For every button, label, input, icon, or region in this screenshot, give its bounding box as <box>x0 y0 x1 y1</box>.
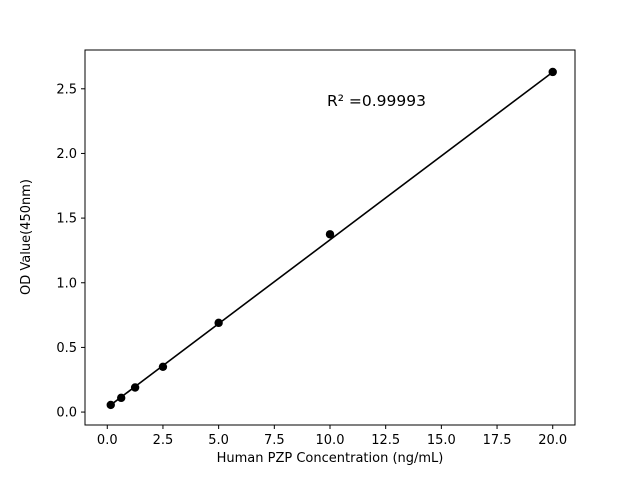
x-tick-label: 5.0 <box>208 433 229 448</box>
x-tick-label: 7.5 <box>264 433 285 448</box>
y-tick-label: 1.5 <box>56 212 77 227</box>
data-point <box>548 67 557 77</box>
x-tick-label: 2.5 <box>153 433 174 448</box>
x-tick-label: 0.0 <box>97 433 118 448</box>
data-point <box>106 400 115 410</box>
y-axis-label: OD Value(450nm) <box>19 179 34 295</box>
x-tick-label: 20.0 <box>538 433 567 448</box>
y-tick-label: 2.5 <box>56 82 77 97</box>
y-tick-label: 2.0 <box>56 147 77 162</box>
x-tick-label: 15.0 <box>427 433 456 448</box>
y-tick-label: 0.5 <box>56 341 77 356</box>
x-tick-label: 17.5 <box>483 433 512 448</box>
fit-line <box>110 71 554 406</box>
data-point <box>325 230 335 239</box>
x-axis-label: Human PZP Concentration (ng/mL) <box>217 451 444 466</box>
chart-plot-area: 0.0 2.5 5.0 7.5 10.0 12.5 15.0 17.5 20.0 0.0 0.5 1.… <box>56 49 576 448</box>
data-point <box>158 362 168 372</box>
y-tick-label: 1.0 <box>56 276 77 291</box>
data-point <box>130 383 140 392</box>
data-point <box>116 393 126 403</box>
y-tick-label: 0.0 <box>56 406 77 421</box>
x-tick-label: 10.0 <box>316 433 345 448</box>
r-squared-annotation: R² =0.99993 <box>327 92 426 110</box>
data-point <box>214 318 223 328</box>
x-tick-label: 12.5 <box>371 433 400 448</box>
